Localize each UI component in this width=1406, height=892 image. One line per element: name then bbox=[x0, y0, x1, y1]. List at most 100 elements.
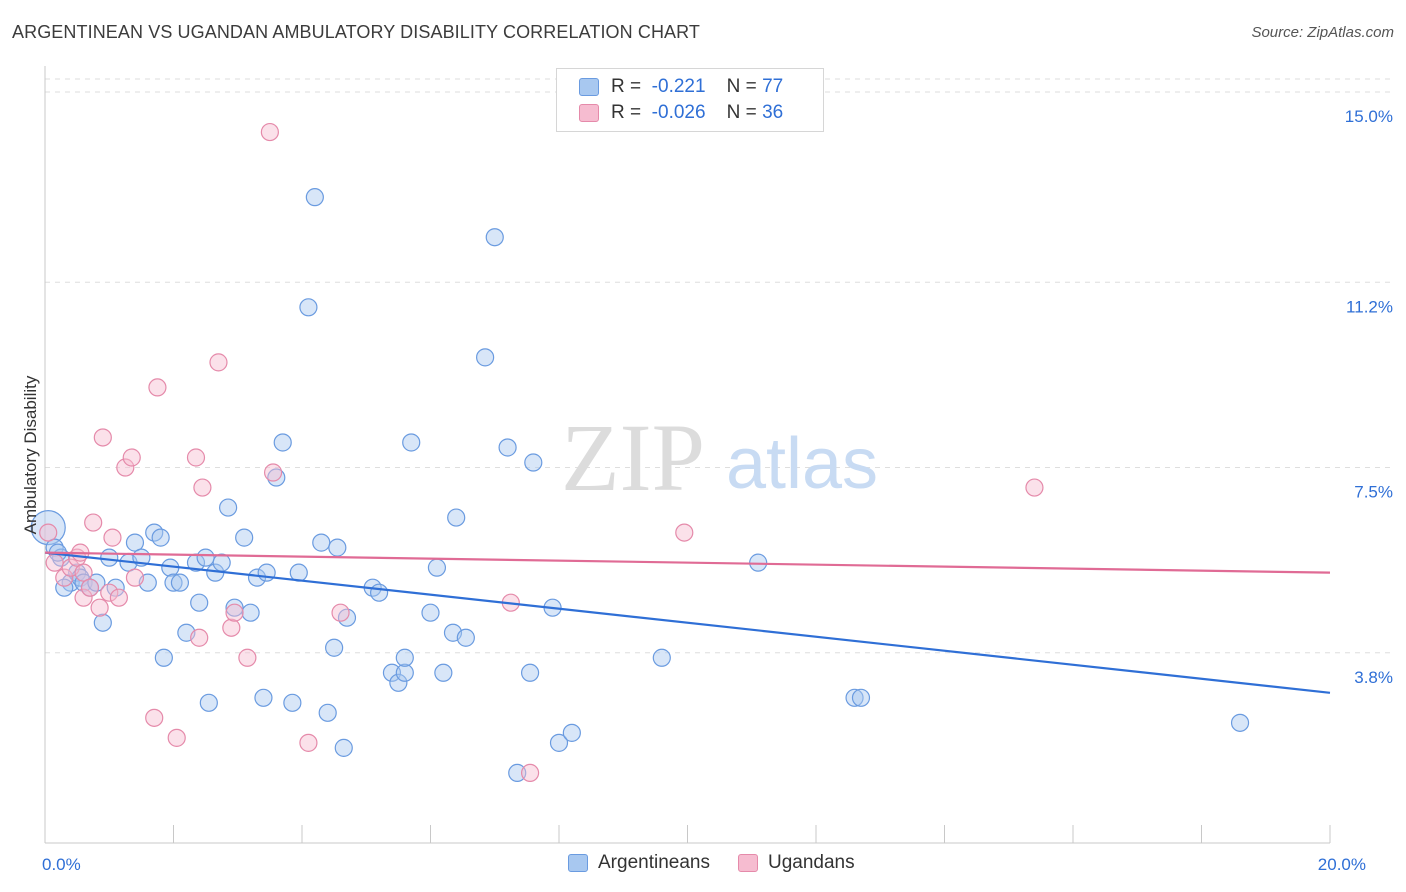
y-tick-label: 7.5% bbox=[1354, 483, 1393, 502]
point-argentinean bbox=[402, 433, 421, 452]
point-ugandan bbox=[148, 378, 167, 397]
series-legend-ugandans: Ugandans bbox=[737, 852, 855, 874]
point-argentinean bbox=[328, 538, 347, 557]
axes bbox=[44, 66, 1331, 844]
chart-title: ARGENTINEAN VS UGANDAN AMBULATORY DISABI… bbox=[12, 22, 701, 42]
point-ugandan bbox=[209, 353, 228, 372]
point-argentinean bbox=[199, 693, 218, 712]
point-argentinean bbox=[549, 733, 569, 752]
watermark-zip: ZIP bbox=[561, 404, 705, 511]
point-argentinean bbox=[485, 228, 504, 247]
legend-r-label: R = bbox=[611, 76, 642, 97]
tick-labels: 3.8% 7.5% 11.2% 15.0% 0.0% 20.0% bbox=[42, 107, 1393, 874]
point-ugandan bbox=[93, 428, 112, 447]
point-argentinean bbox=[93, 613, 112, 632]
point-argentinean bbox=[520, 663, 540, 682]
series-swatch-ugandans bbox=[737, 854, 758, 872]
point-argentinean bbox=[154, 648, 173, 667]
point-argentinean bbox=[305, 188, 324, 207]
point-argentinean bbox=[447, 508, 466, 527]
point-ugandan bbox=[39, 523, 58, 542]
point-argentinean bbox=[652, 648, 671, 667]
point-ugandan bbox=[80, 578, 100, 597]
point-argentinean bbox=[456, 628, 475, 647]
point-ugandan bbox=[74, 588, 93, 607]
trend-lines bbox=[44, 551, 1331, 694]
point-argentinean bbox=[395, 663, 414, 682]
point-argentinean bbox=[212, 553, 231, 572]
point-ugandan bbox=[125, 568, 145, 587]
point-argentinean bbox=[100, 548, 119, 567]
point-argentinean bbox=[267, 468, 286, 487]
legend-swatch-argentineans bbox=[579, 78, 599, 96]
point-ugandan bbox=[74, 563, 93, 582]
legend-r-value: -0.026 bbox=[651, 102, 706, 123]
point-argentinean bbox=[845, 688, 864, 707]
point-argentinean bbox=[125, 533, 145, 552]
legend-r-label: R = bbox=[611, 102, 642, 123]
point-argentinean bbox=[283, 693, 302, 712]
point-argentinean bbox=[164, 573, 183, 592]
point-ugandan bbox=[84, 513, 103, 532]
point-argentinean bbox=[235, 528, 254, 547]
y-tick-label: 11.2% bbox=[1346, 297, 1393, 316]
legend-n-label: N = bbox=[726, 102, 757, 123]
stats-legend: R = -0.221 N = 77 R = -0.026 N = 36 bbox=[556, 68, 824, 132]
y-tick-label: 15.0% bbox=[1345, 107, 1393, 126]
point-argentinean bbox=[498, 438, 517, 457]
data-points bbox=[30, 122, 1250, 783]
series-legend-label: Argentineans bbox=[598, 852, 710, 873]
point-argentinean bbox=[395, 648, 414, 667]
legend-row-argentineans: R = -0.221 N = 77 bbox=[579, 75, 783, 99]
point-ugandan bbox=[145, 708, 164, 727]
trend-line-ugandans bbox=[44, 551, 1331, 574]
y-tick-label: 3.8% bbox=[1354, 668, 1393, 687]
legend-n-value: 36 bbox=[762, 102, 784, 123]
point-argentinean bbox=[196, 548, 215, 567]
point-ugandan bbox=[675, 523, 694, 542]
point-ugandan bbox=[167, 728, 186, 747]
series-legend-label: Ugandans bbox=[767, 852, 855, 873]
legend-row-ugandans: R = -0.026 N = 36 bbox=[579, 101, 783, 125]
point-argentinean bbox=[55, 578, 74, 597]
point-ugandan bbox=[190, 628, 209, 647]
point-argentinean bbox=[476, 348, 495, 367]
point-ugandan bbox=[90, 598, 109, 617]
point-argentinean bbox=[241, 603, 260, 622]
point-argentinean bbox=[562, 723, 581, 742]
point-ugandan bbox=[520, 763, 540, 783]
point-ugandan bbox=[186, 448, 206, 467]
point-argentinean bbox=[370, 583, 389, 602]
series-swatch-argentineans bbox=[568, 854, 588, 872]
point-argentinean bbox=[257, 563, 276, 582]
watermark-atlas: atlas bbox=[726, 424, 878, 504]
point-ugandan bbox=[1025, 478, 1044, 497]
point-argentinean bbox=[524, 453, 543, 472]
point-ugandan bbox=[331, 603, 350, 622]
point-argentinean bbox=[170, 573, 190, 592]
point-argentinean bbox=[427, 558, 447, 577]
source-label: Source: ZipAtlas.com bbox=[1251, 24, 1394, 41]
y-axis-label: Ambulatory Disability bbox=[21, 375, 40, 534]
point-argentinean bbox=[334, 738, 353, 757]
point-argentinean bbox=[30, 509, 66, 546]
point-ugandan bbox=[100, 583, 119, 602]
x-tick-label: 0.0% bbox=[42, 855, 81, 874]
point-ugandan bbox=[122, 448, 141, 467]
point-ugandan bbox=[260, 122, 279, 142]
point-argentinean bbox=[851, 688, 871, 707]
x-tick-label: 20.0% bbox=[1318, 855, 1366, 874]
point-ugandan bbox=[55, 568, 74, 587]
point-ugandan bbox=[238, 648, 257, 667]
point-argentinean bbox=[190, 593, 209, 612]
legend-swatch-ugandans bbox=[579, 104, 599, 122]
point-ugandan bbox=[193, 478, 212, 497]
point-ugandan bbox=[103, 528, 122, 547]
legend-r-value: -0.221 bbox=[651, 76, 706, 97]
point-argentinean bbox=[254, 688, 273, 707]
point-argentinean bbox=[389, 673, 408, 692]
point-argentinean bbox=[421, 603, 440, 622]
point-ugandan bbox=[109, 588, 128, 607]
point-ugandan bbox=[225, 603, 244, 622]
